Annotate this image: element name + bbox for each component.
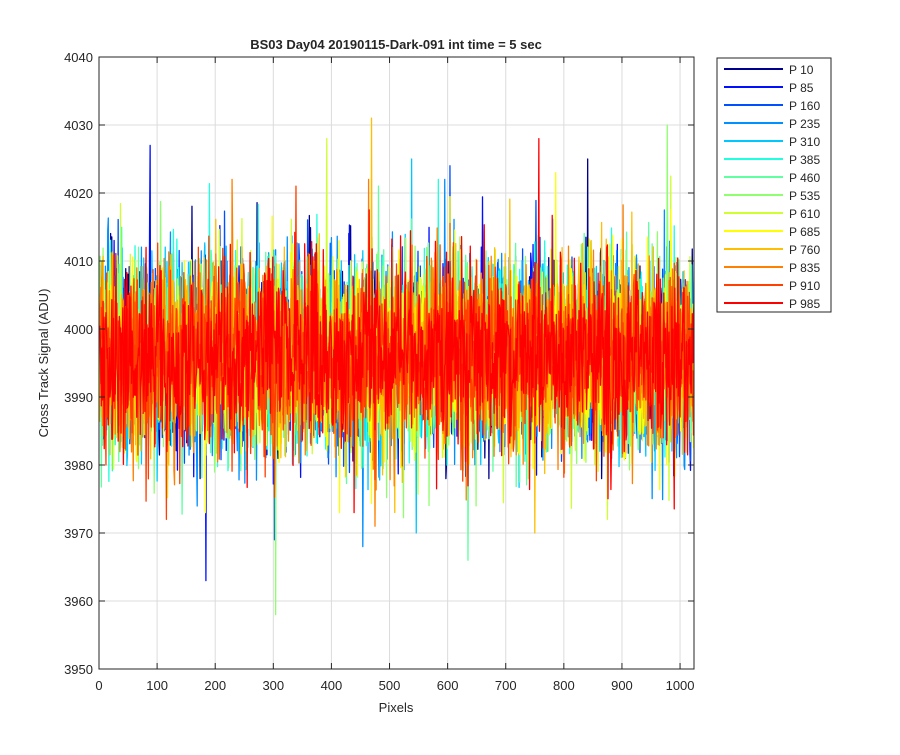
legend-label: P 385 [789, 153, 820, 167]
x-tick-label: 200 [204, 678, 226, 693]
y-tick-label: 4030 [64, 118, 93, 133]
legend-label: P 10 [789, 63, 814, 77]
plot-area [99, 117, 694, 616]
legend-label: P 460 [789, 171, 820, 185]
y-tick-label: 3980 [64, 458, 93, 473]
legend-label: P 985 [789, 297, 820, 311]
y-tick-label: 3960 [64, 594, 93, 609]
legend-label: P 310 [789, 135, 820, 149]
legend-label: P 535 [789, 189, 820, 203]
x-tick-label: 500 [379, 678, 401, 693]
y-tick-label: 4040 [64, 50, 93, 65]
legend-label: P 235 [789, 117, 820, 131]
x-tick-label: 800 [553, 678, 575, 693]
ticks: 0 100 200 300 400 500 600 700 800 900 1000 3950 3960… [64, 50, 694, 693]
legend-label: P 85 [789, 81, 814, 95]
y-tick-label: 4020 [64, 186, 93, 201]
legend-label: P 685 [789, 225, 820, 239]
series-line-p985 [99, 137, 694, 514]
x-tick-label: 1000 [666, 678, 695, 693]
x-tick-label: 900 [611, 678, 633, 693]
legend-items: P 10 P 85 P 160 P 235 P 310 P 385 P 460 P 535 P … [724, 63, 820, 311]
x-axis-label: Pixels [379, 700, 414, 715]
x-tick-label: 100 [146, 678, 168, 693]
legend-label: P 835 [789, 261, 820, 275]
legend-label: P 160 [789, 99, 820, 113]
y-tick-label: 4000 [64, 322, 93, 337]
legend-label: P 760 [789, 243, 820, 257]
legend-label: P 910 [789, 279, 820, 293]
legend-label: P 610 [789, 207, 820, 221]
chart-title: BS03 Day04 20190115-Dark-091 int time = … [250, 37, 542, 52]
legend-box [716, 57, 832, 313]
x-tick-label: 700 [495, 678, 517, 693]
y-axis-label: Cross Track Signal (ADU) [36, 289, 51, 438]
x-tick-label: 0 [95, 678, 102, 693]
legend: P 10 P 85 P 160 P 235 P 310 P 385 P 460 P 535 P … [716, 57, 832, 313]
y-tick-label: 4010 [64, 254, 93, 269]
x-tick-label: 600 [437, 678, 459, 693]
y-tick-label: 3970 [64, 526, 93, 541]
axes-box [98, 56, 695, 670]
series-layer [99, 117, 694, 616]
y-tick-label: 3990 [64, 390, 93, 405]
x-tick-label: 400 [321, 678, 343, 693]
y-tick-label: 3950 [64, 662, 93, 677]
x-tick-label: 300 [262, 678, 284, 693]
